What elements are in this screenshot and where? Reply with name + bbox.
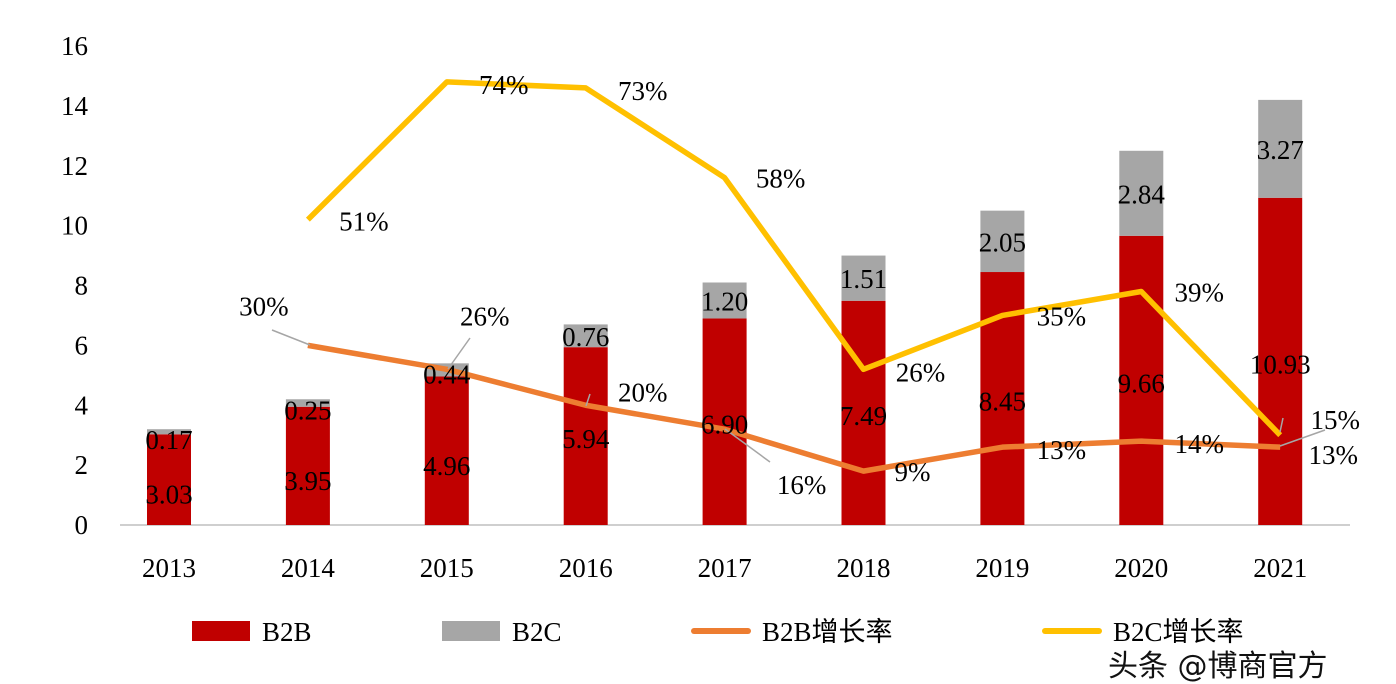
label-b2b-growth: 13% [1308, 440, 1358, 470]
bar-b2b-2016 [563, 347, 608, 525]
label-b2b: 8.45 [979, 387, 1026, 417]
label-b2b: 9.66 [1118, 368, 1165, 398]
x-tick-label: 2021 [1253, 553, 1307, 583]
bar-b2c-2020 [1119, 150, 1164, 236]
bar-b2c-2018 [841, 255, 886, 301]
bar-b2c-2021 [1258, 99, 1303, 198]
bar-b2b-2015 [424, 376, 469, 525]
leader-line [1279, 429, 1326, 447]
bar-b2c-2016 [563, 324, 608, 348]
label-b2b: 3.03 [145, 480, 192, 510]
label-b2c: 2.05 [979, 227, 1026, 257]
label-b2c-growth: 73% [618, 76, 668, 106]
label-b2c: 1.51 [840, 264, 887, 294]
label-b2b: 7.49 [840, 401, 887, 431]
label-b2c: 0.17 [145, 425, 192, 455]
legend-label: B2B增长率 [762, 617, 893, 647]
label-b2b: 4.96 [423, 451, 470, 481]
line-b2b-growth [307, 342, 1281, 474]
bar-b2b-2020 [1119, 235, 1164, 525]
label-b2b: 5.94 [562, 424, 610, 454]
x-tick-label: 2016 [559, 553, 613, 583]
bar-b2c-2019 [980, 210, 1025, 273]
label-b2b-growth: 16% [777, 470, 827, 500]
bar-b2c-2014 [285, 399, 330, 407]
legend-swatch-1 [442, 621, 500, 641]
y-tick-label: 12 [61, 151, 88, 181]
bar-b2b-2013 [147, 434, 191, 525]
x-tick-label: 2014 [281, 553, 336, 583]
y-tick-label: 16 [61, 31, 88, 61]
y-tick-label: 10 [61, 211, 88, 241]
legend-label: B2B [262, 617, 312, 647]
label-b2c-growth: 51% [339, 207, 389, 237]
label-b2c-growth: 35% [1037, 301, 1087, 331]
watermark: 头条 @博商官方 [1108, 649, 1328, 684]
leader-line [724, 428, 771, 463]
bar-b2b-2014 [285, 406, 330, 525]
x-tick-label: 2019 [975, 553, 1029, 583]
y-tick-label: 6 [75, 330, 89, 360]
label-b2b: 6.90 [701, 410, 748, 440]
y-tick-label: 2 [75, 450, 89, 480]
label-b2c: 0.76 [562, 322, 609, 352]
y-tick-label: 14 [61, 91, 89, 121]
label-b2b-growth: 30% [239, 291, 289, 321]
label-b2b-growth: 26% [460, 301, 510, 331]
y-tick-label: 8 [75, 271, 89, 301]
legend-label: B2C增长率 [1113, 617, 1244, 647]
label-b2c: 1.20 [701, 286, 748, 316]
x-tick-label: 2017 [698, 553, 752, 583]
label-b2c-growth: 15% [1310, 405, 1360, 435]
x-tick-label: 2013 [142, 553, 196, 583]
legend-swatch-0 [192, 621, 250, 641]
label-b2c: 3.27 [1257, 135, 1304, 165]
label-b2c-growth: 58% [756, 164, 806, 194]
label-b2b-growth: 9% [895, 457, 931, 487]
bar-b2b-2021 [1258, 197, 1303, 525]
label-b2b-growth: 14% [1175, 429, 1225, 459]
label-b2c: 2.84 [1118, 179, 1166, 209]
legend-label: B2C [512, 617, 562, 647]
label-b2b: 3.95 [284, 466, 331, 496]
label-b2b-growth: 13% [1037, 435, 1087, 465]
leader-line [1279, 417, 1284, 433]
label-b2b: 10.93 [1250, 349, 1311, 379]
leader-line [447, 337, 471, 370]
y-tick-label: 0 [75, 510, 89, 540]
leader-line [585, 393, 591, 407]
bar-b2b-2018 [841, 300, 886, 525]
y-tick-label: 4 [75, 390, 89, 420]
bar-b2c-2017 [702, 282, 747, 319]
label-b2c: 0.44 [423, 359, 471, 389]
leader-line [271, 329, 311, 346]
line-b2c-growth [305, 79, 1283, 438]
label-b2b-growth: 20% [618, 377, 668, 407]
x-tick-label: 2020 [1114, 553, 1168, 583]
label-b2c-growth: 74% [479, 70, 529, 100]
x-tick-label: 2018 [837, 553, 891, 583]
label-b2c-growth: 26% [896, 357, 946, 387]
label-b2c: 0.25 [284, 395, 331, 425]
bar-b2c-2013 [147, 429, 191, 435]
label-b2c-growth: 39% [1175, 277, 1225, 307]
x-tick-label: 2015 [420, 553, 474, 583]
bar-b2b-2017 [702, 318, 747, 525]
